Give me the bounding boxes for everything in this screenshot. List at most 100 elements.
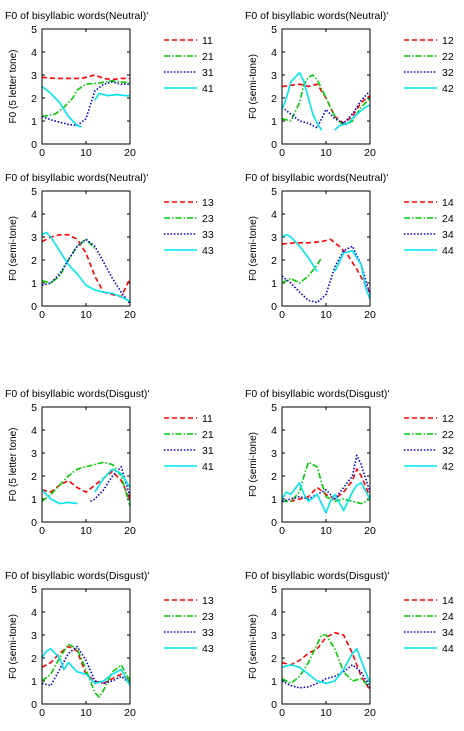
legend-label: 14 [442, 595, 454, 607]
x-tick-label: 0 [279, 147, 285, 159]
series-line-23 [41, 238, 96, 284]
legend-label: 22 [442, 429, 454, 441]
plot-frame [281, 28, 371, 145]
series-line-41 [94, 468, 131, 493]
x-tick-label: 20 [364, 147, 376, 159]
y-tick-label: 2 [31, 255, 37, 267]
series-line-23 [41, 643, 131, 698]
y-tick-label: 0 [271, 517, 277, 529]
plot-frame [281, 588, 371, 705]
x-tick-label: 10 [320, 147, 332, 159]
chart-panel-4: F0 of bisyllabic words(Neutral)' F0 (semi… [245, 172, 454, 321]
legend-label: 31 [202, 67, 214, 79]
y-tick-label: 1 [31, 494, 37, 506]
y-tick-label: 5 [271, 402, 277, 414]
series-line-34 [281, 245, 371, 304]
y-tick-label: 0 [271, 139, 277, 151]
series-line-14 [281, 238, 371, 293]
chart-title: F0 of bisyllabic words(Disgust)' [5, 570, 149, 582]
y-tick-label: 3 [271, 448, 277, 460]
plot-frame [41, 406, 131, 523]
plot-frame [41, 190, 131, 307]
chart-title: F0 of bisyllabic words(Neutral)' [245, 10, 388, 22]
y-tick-label: 4 [271, 607, 277, 619]
series-line-21 [41, 80, 131, 118]
y-tick-label: 0 [31, 517, 37, 529]
chart-panel-8: F0 of bisyllabic words(Disgust)' F0 (semi… [245, 570, 454, 719]
y-tick-label: 0 [271, 301, 277, 313]
x-tick-label: 0 [39, 147, 45, 159]
series-line-41 [94, 92, 130, 101]
y-tick-label: 4 [271, 425, 277, 437]
y-tick-label: 4 [271, 47, 277, 59]
legend-label: 12 [442, 35, 454, 47]
x-tick-label: 20 [364, 707, 376, 719]
y-axis-label: F0 (semi-tone) [8, 216, 19, 281]
x-tick-label: 0 [279, 707, 285, 719]
plot-frame [281, 406, 371, 523]
y-tick-label: 4 [31, 47, 37, 59]
series-line-11 [41, 470, 131, 500]
legend-label: 32 [442, 445, 454, 457]
legend-label: 32 [442, 67, 454, 79]
legend-label: 41 [202, 461, 214, 473]
legend-label: 11 [202, 413, 213, 425]
legend-label: 23 [202, 611, 214, 623]
y-tick-label: 1 [31, 676, 37, 688]
x-tick-label: 0 [39, 525, 45, 537]
x-tick-label: 0 [39, 309, 45, 321]
y-tick-label: 4 [31, 607, 37, 619]
series-line-33 [41, 645, 131, 687]
y-tick-label: 3 [271, 630, 277, 642]
x-tick-label: 10 [80, 707, 92, 719]
series-line-41 [41, 489, 78, 505]
legend-label: 24 [442, 213, 454, 225]
chart-panel-1: F0 of bisyllabic words(Neutral)' F0 (5 le… [5, 10, 214, 159]
y-tick-label: 2 [271, 653, 277, 665]
series-line-21 [41, 461, 131, 507]
series-line-31 [90, 465, 131, 503]
series-line-34 [281, 664, 371, 689]
legend-label: 33 [202, 627, 214, 639]
legend-label: 31 [202, 445, 214, 457]
legend-label: 24 [442, 611, 454, 623]
y-axis-label: F0 (semi-tone) [8, 614, 19, 679]
y-tick-label: 2 [31, 471, 37, 483]
chart-title: F0 of bisyllabic words(Disgust)' [245, 388, 389, 400]
chart-title: F0 of bisyllabic words(Disgust)' [5, 388, 149, 400]
series-line-12 [282, 468, 371, 503]
x-tick-label: 0 [39, 707, 45, 719]
series-line-31 [41, 81, 130, 127]
series-line-13 [41, 645, 131, 685]
y-tick-label: 3 [31, 70, 37, 82]
x-tick-label: 10 [320, 309, 332, 321]
y-tick-label: 5 [31, 24, 37, 36]
y-axis-label: F0 (semi-tone) [248, 432, 259, 497]
y-tick-label: 0 [31, 699, 37, 711]
series-line-44 [334, 250, 371, 300]
y-tick-label: 0 [31, 139, 37, 151]
legend-label: 42 [442, 461, 454, 473]
series-line-43 [41, 647, 131, 686]
legend-label: 42 [442, 83, 454, 95]
y-tick-label: 4 [31, 209, 37, 221]
series-line-44 [281, 647, 371, 685]
y-tick-label: 2 [271, 255, 277, 267]
legend-label: 11 [202, 35, 213, 47]
legend-label: 34 [442, 627, 454, 639]
y-tick-label: 5 [271, 584, 277, 596]
y-axis-label: F0 (5 letter tone) [8, 428, 19, 502]
y-tick-label: 2 [31, 93, 37, 105]
series-line-12 [281, 83, 371, 125]
x-tick-label: 20 [124, 147, 136, 159]
y-tick-label: 1 [271, 494, 277, 506]
y-tick-label: 5 [31, 186, 37, 198]
legend-label: 43 [202, 643, 214, 655]
x-tick-label: 10 [320, 707, 332, 719]
chart-title: F0 of bisyllabic words(Neutral)' [5, 10, 148, 22]
y-tick-label: 5 [31, 584, 37, 596]
chart-panel-7: F0 of bisyllabic words(Disgust)' F0 (semi… [5, 570, 214, 719]
legend-label: 23 [202, 213, 214, 225]
y-tick-label: 2 [271, 471, 277, 483]
